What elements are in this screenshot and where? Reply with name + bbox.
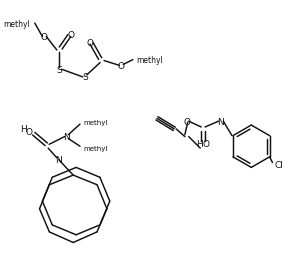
Text: O: O [41,33,48,42]
Text: methyl: methyl [136,56,162,65]
Text: N: N [55,156,62,165]
Text: H: H [20,125,26,134]
Text: Cl: Cl [275,160,284,169]
Text: N: N [217,117,224,126]
Text: methyl: methyl [84,120,108,126]
Text: O: O [118,62,125,71]
Text: H: H [196,139,203,148]
Text: O: O [183,117,190,126]
Text: methyl: methyl [84,146,108,152]
Text: S: S [82,73,88,82]
Text: O: O [68,31,75,40]
Text: O: O [86,39,93,47]
Text: N: N [63,133,70,141]
Text: methyl: methyl [3,20,30,28]
Text: S: S [56,66,62,74]
Text: O: O [202,139,210,148]
Text: O: O [26,128,32,137]
